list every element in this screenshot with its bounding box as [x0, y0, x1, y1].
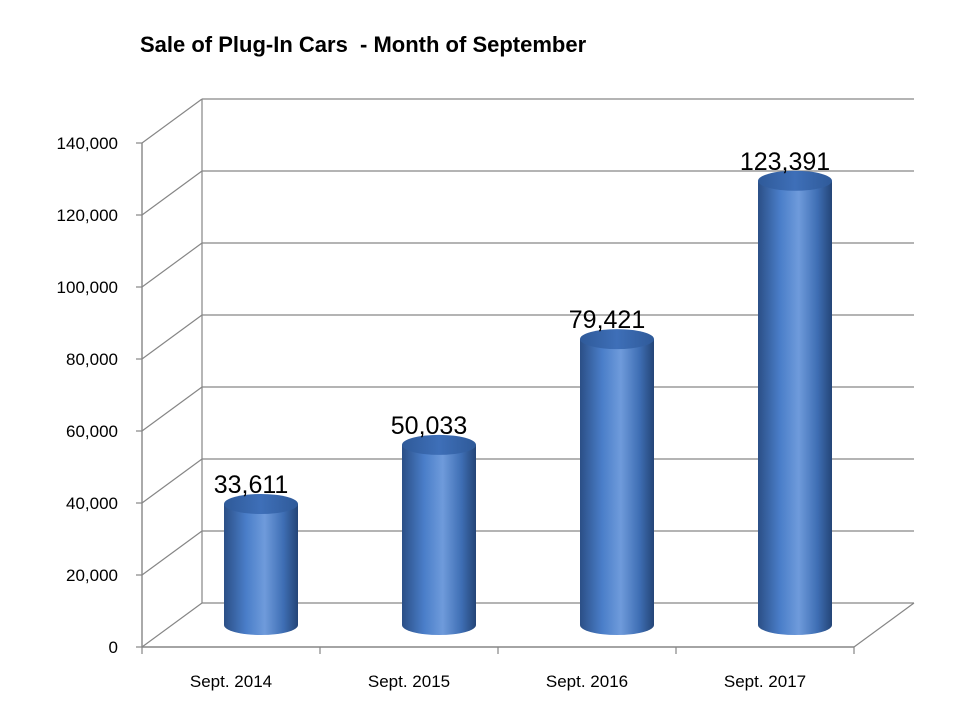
y-tick-label: 120,000 — [57, 206, 118, 225]
gridline-side — [141, 242, 203, 288]
gridline-side — [141, 98, 203, 144]
bar-cap — [402, 434, 476, 455]
data-label: 79,421 — [569, 306, 645, 334]
y-tick-label: 60,000 — [66, 422, 118, 441]
y-tick-label: 140,000 — [57, 134, 118, 153]
y-tick-label: 0 — [109, 638, 118, 657]
bar-body — [758, 180, 832, 635]
bar — [224, 494, 298, 635]
bar — [580, 329, 654, 635]
gridline-side — [141, 314, 203, 360]
gridline-side — [141, 386, 203, 432]
data-label: 33,611 — [214, 471, 289, 499]
y-tick-label: 100,000 — [57, 278, 118, 297]
x-tick-label: Sept. 2017 — [724, 672, 806, 691]
data-label: 123,391 — [740, 148, 830, 176]
gridline-side — [141, 458, 203, 504]
bar-cap — [758, 170, 832, 191]
x-tick-label: Sept. 2015 — [368, 672, 450, 691]
gridline-side — [141, 530, 203, 576]
bar-body — [224, 504, 298, 635]
x-tick-label: Sept. 2016 — [546, 672, 628, 691]
y-tick-label: 40,000 — [66, 494, 118, 513]
bar — [402, 434, 476, 635]
x-tick-label: Sept. 2014 — [190, 672, 272, 691]
floor-right-edge — [853, 602, 915, 648]
bar-cap — [224, 494, 298, 515]
gridline-side — [141, 602, 203, 648]
data-label: 50,033 — [391, 412, 467, 440]
bar — [758, 170, 832, 635]
y-tick-label: 20,000 — [66, 566, 118, 585]
chart-title: Sale of Plug-In Cars - Month of Septembe… — [140, 32, 587, 57]
gridline-side — [141, 170, 203, 216]
bar-cap — [580, 329, 654, 350]
y-tick-label: 80,000 — [66, 350, 118, 369]
bar-body — [580, 339, 654, 635]
bar-body — [402, 444, 476, 635]
